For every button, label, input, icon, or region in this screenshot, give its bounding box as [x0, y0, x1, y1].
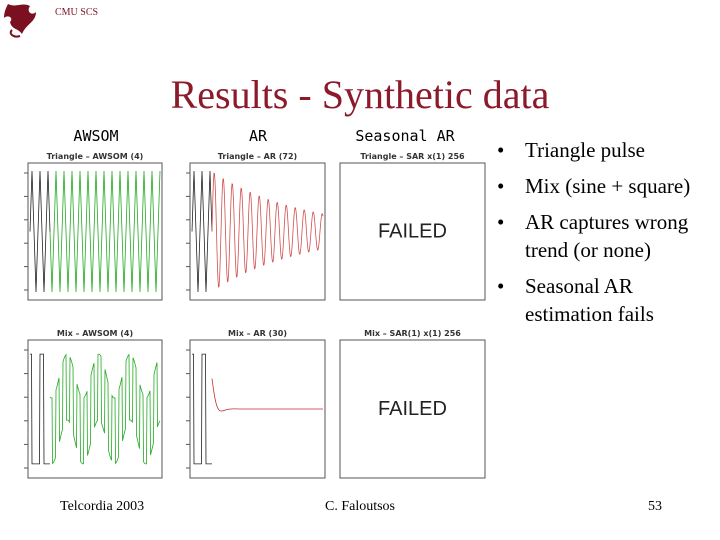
wave-input [30, 353, 50, 465]
panel-title: Triangle – AR (72) [218, 152, 297, 161]
footer-left: Telcordia 2003 [60, 499, 144, 514]
wave-input [191, 170, 213, 293]
bullet: Triangle pulse [495, 136, 710, 164]
panel-title: Mix – AWSOM (4) [57, 329, 133, 338]
logo [4, 4, 36, 38]
column-label: AWSOM [73, 127, 118, 145]
plot-frame [339, 162, 486, 301]
panel-title: Mix – AR (30) [228, 329, 287, 338]
wave-input [192, 353, 212, 465]
wave-forecast [49, 353, 161, 465]
column-label: Seasonal AR [355, 127, 455, 145]
wave-forecast [49, 170, 161, 293]
bullet: AR captures wrong trend (or none) [495, 208, 710, 264]
panel-title: Triangle – SAR x(1) 256 [360, 152, 465, 161]
plot-frame [27, 339, 163, 479]
slide-title: Results - Synthetic data [171, 72, 550, 117]
footer-center: C. Faloutsos [325, 499, 395, 514]
logo-text: CMU SCS [55, 7, 98, 18]
panel-title: Triangle – AWSOM (4) [47, 152, 144, 161]
bullet-list: Triangle pulse Mix (sine + square) AR ca… [495, 136, 710, 336]
failed-label: FAILED [378, 398, 447, 420]
footer-right: 53 [648, 499, 662, 514]
wave-forecast [211, 378, 323, 412]
plot-frame [339, 339, 486, 479]
bullet: Mix (sine + square) [495, 172, 710, 200]
failed-label: FAILED [378, 221, 447, 243]
plot-frame [189, 162, 326, 301]
column-label: AR [249, 127, 268, 145]
wave-forecast [211, 172, 324, 288]
bullet: Seasonal AR estimation fails [495, 272, 710, 328]
wave-input [29, 170, 51, 293]
panel-title: Mix – SAR(1) x(1) 256 [364, 329, 461, 338]
